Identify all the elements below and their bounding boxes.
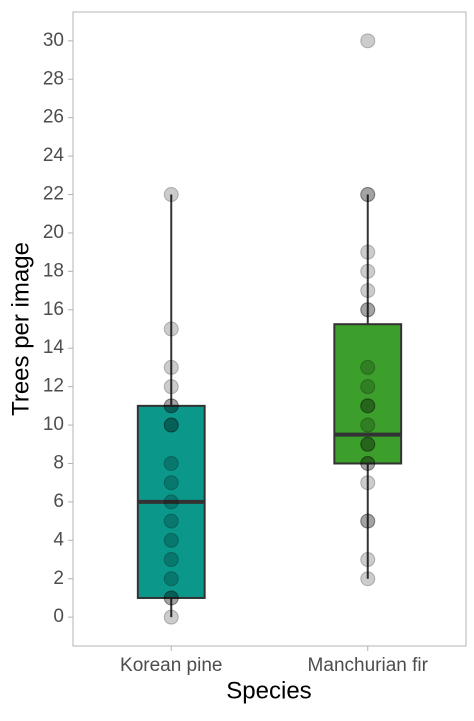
y-tick-label: 14	[43, 337, 65, 358]
y-tick-label: 0	[53, 606, 64, 627]
y-tick-label: 24	[43, 145, 65, 166]
point	[360, 571, 376, 587]
point	[360, 33, 376, 49]
point	[163, 532, 179, 548]
y-tick-label: 28	[43, 68, 64, 89]
point	[360, 552, 376, 568]
point	[163, 417, 179, 433]
panel	[72, 11, 467, 647]
x-axis-title: Species	[226, 677, 311, 704]
point	[360, 436, 376, 452]
y-tick-label: 10	[43, 414, 64, 435]
point	[163, 455, 179, 471]
y-tick-label: 26	[43, 107, 64, 128]
point	[360, 283, 376, 299]
y-tick-label: 2	[53, 568, 64, 589]
y-tick-label: 20	[43, 222, 64, 243]
y-tick-label: 4	[53, 529, 64, 550]
point	[360, 513, 376, 529]
point	[360, 436, 376, 452]
point	[360, 187, 376, 203]
point	[163, 379, 179, 395]
point	[163, 609, 179, 625]
point	[360, 302, 376, 318]
point	[163, 552, 179, 568]
point	[360, 244, 376, 260]
point	[163, 494, 179, 510]
point	[360, 417, 376, 433]
y-tick-label: 6	[53, 491, 64, 512]
point	[360, 455, 376, 471]
x-tick-label: Manchurian fir	[308, 655, 429, 676]
point	[360, 398, 376, 414]
point	[360, 263, 376, 279]
point	[360, 513, 376, 529]
y-tick-label: 18	[43, 260, 64, 281]
point	[360, 398, 376, 414]
point	[360, 455, 376, 471]
y-tick-label: 16	[43, 299, 64, 320]
box	[333, 323, 403, 465]
point	[163, 571, 179, 587]
point	[360, 187, 376, 203]
point	[360, 359, 376, 375]
y-tick-label: 12	[43, 376, 64, 397]
point	[163, 398, 179, 414]
point	[360, 475, 376, 491]
point	[163, 321, 179, 337]
point	[163, 398, 179, 414]
point	[163, 590, 179, 606]
y-tick-label: 30	[43, 30, 64, 51]
point	[163, 475, 179, 491]
point	[360, 379, 376, 395]
point	[163, 417, 179, 433]
point	[163, 513, 179, 529]
y-axis-title: Trees per image	[7, 242, 34, 416]
y-tick-label: 22	[43, 184, 64, 205]
point	[163, 359, 179, 375]
point	[163, 187, 179, 203]
point	[163, 590, 179, 606]
point	[360, 302, 376, 318]
x-tick-label: Korean pine	[120, 655, 222, 676]
y-tick-label: 8	[53, 453, 64, 474]
